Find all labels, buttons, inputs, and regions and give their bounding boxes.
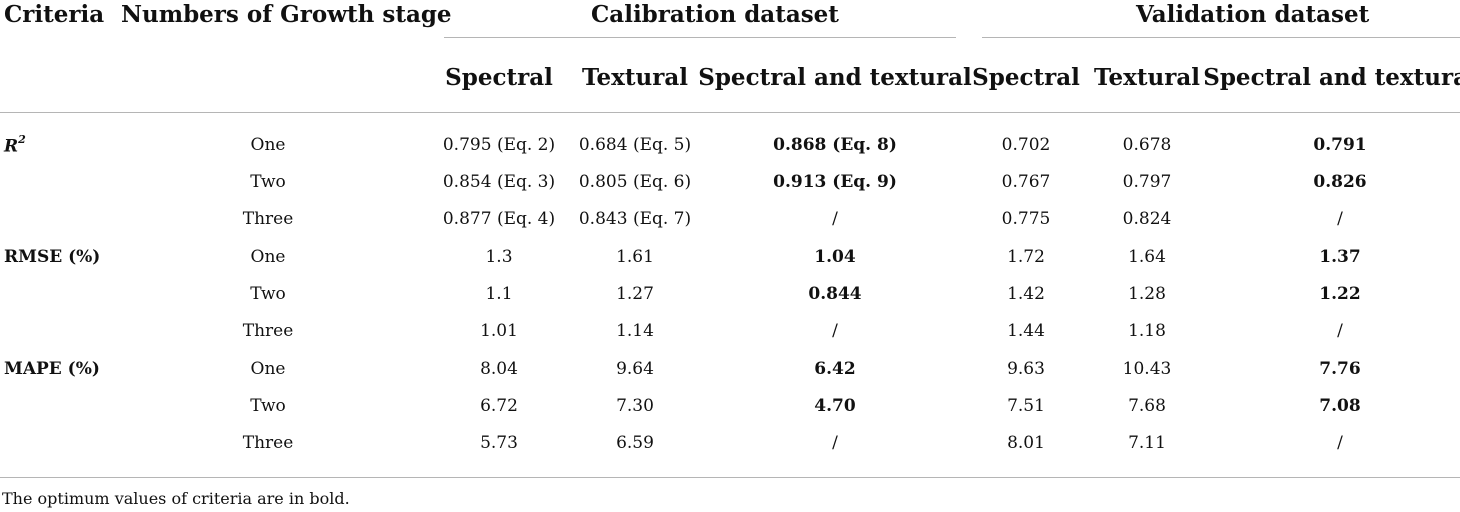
row-6-val-textural: 1.18 [1128, 321, 1166, 341]
row-4-cal-textural: 1.61 [616, 247, 654, 267]
row-5-val-textural: 1.28 [1128, 284, 1166, 304]
header-validation-dataset: Validation dataset [1136, 1, 1370, 28]
row-6-val-spectral-textural: / [1337, 321, 1343, 341]
row-3-cal-textural: 0.843 (Eq. 7) [578, 209, 692, 229]
row-6-cal-spectral: 1.01 [480, 321, 518, 341]
row-8-cal-spectral: 6.72 [480, 396, 518, 416]
row-7-cal-spectral-textural: 6.42 [814, 359, 856, 379]
row-2-stage: Two [250, 172, 286, 192]
row-8-stage: Two [250, 396, 286, 416]
header-criteria: Criteria [4, 1, 105, 28]
row-3-cal-spectral-textural: / [832, 209, 838, 229]
row-9-cal-spectral: 5.73 [480, 433, 518, 453]
header-growth-stage: Numbers of Growth stage [121, 1, 452, 28]
row-4-val-textural: 1.64 [1128, 247, 1166, 267]
subheader-cal-spectral: Spectral [445, 64, 553, 91]
row-2-cal-textural: 0.805 (Eq. 6) [578, 172, 692, 192]
row-1-cal-textural: 0.684 (Eq. 5) [578, 135, 692, 155]
row-4-stage: One [250, 247, 286, 267]
row-1-val-textural: 0.678 [1122, 135, 1172, 155]
header-rule [0, 112, 1460, 113]
validation-group-rule [982, 37, 1460, 38]
row-8-val-spectral: 7.51 [1007, 396, 1045, 416]
row-4-val-spectral: 1.72 [1007, 247, 1045, 267]
row-7-val-textural: 10.43 [1122, 359, 1172, 379]
calibration-group-rule [444, 37, 956, 38]
row-2-val-textural: 0.797 [1122, 172, 1172, 192]
row-6-stage: Three [242, 321, 294, 341]
row-6-val-spectral: 1.44 [1007, 321, 1045, 341]
row-8-cal-textural: 7.30 [616, 396, 654, 416]
criteria-r2: R2 [4, 133, 26, 157]
row-6-cal-spectral-textural: / [832, 321, 838, 341]
row-7-cal-spectral: 8.04 [480, 359, 518, 379]
row-3-stage: Three [242, 209, 294, 229]
row-9-val-textural: 7.11 [1128, 433, 1166, 453]
table-bottom-rule [0, 477, 1460, 478]
table-footnote: The optimum values of criteria are in bo… [2, 489, 350, 508]
row-9-val-spectral-textural: / [1337, 433, 1343, 453]
row-3-val-spectral-textural: / [1337, 209, 1343, 229]
row-8-cal-spectral-textural: 4.70 [814, 396, 856, 416]
row-6-cal-textural: 1.14 [616, 321, 654, 341]
row-1-cal-spectral: 0.795 (Eq. 2) [442, 135, 556, 155]
row-8-val-textural: 7.68 [1128, 396, 1166, 416]
subheader-cal-textural: Textural [582, 64, 688, 91]
row-9-cal-textural: 6.59 [616, 433, 654, 453]
row-3-val-spectral: 0.775 [1001, 209, 1051, 229]
row-5-val-spectral-textural: 1.22 [1319, 284, 1361, 304]
subheader-cal-spectral-textural: Spectral and textural [698, 64, 972, 91]
row-9-val-spectral: 8.01 [1007, 433, 1045, 453]
row-1-cal-spectral-textural: 0.868 (Eq. 8) [773, 135, 897, 155]
row-8-val-spectral-textural: 7.08 [1319, 396, 1361, 416]
row-7-val-spectral-textural: 7.76 [1319, 359, 1361, 379]
row-3-val-textural: 0.824 [1122, 209, 1172, 229]
subheader-val-spectral-textural: Spectral and textural [1203, 64, 1460, 91]
row-2-cal-spectral-textural: 0.913 (Eq. 9) [773, 172, 897, 192]
row-4-val-spectral-textural: 1.37 [1319, 247, 1361, 267]
row-7-stage: One [250, 359, 286, 379]
row-5-cal-textural: 1.27 [616, 284, 654, 304]
header-calibration-dataset: Calibration dataset [591, 1, 839, 28]
row-2-cal-spectral: 0.854 (Eq. 3) [442, 172, 556, 192]
row-1-stage: One [250, 135, 286, 155]
subheader-val-spectral: Spectral [972, 64, 1080, 91]
row-5-cal-spectral-textural: 0.844 [808, 284, 862, 304]
row-7-cal-textural: 9.64 [616, 359, 654, 379]
row-7-val-spectral: 9.63 [1007, 359, 1045, 379]
row-3-cal-spectral: 0.877 (Eq. 4) [442, 209, 556, 229]
row-1-val-spectral-textural: 0.791 [1313, 135, 1367, 155]
criteria-r2-superscript: 2 [18, 133, 26, 146]
row-4-cal-spectral-textural: 1.04 [814, 247, 856, 267]
row-9-cal-spectral-textural: / [832, 433, 838, 453]
criteria-rmse: RMSE (%) [4, 247, 101, 267]
row-1-val-spectral: 0.702 [1001, 135, 1051, 155]
criteria-mape: MAPE (%) [4, 359, 100, 379]
row-5-stage: Two [250, 284, 286, 304]
row-4-cal-spectral: 1.3 [485, 247, 513, 267]
subheader-val-textural: Textural [1094, 64, 1200, 91]
row-5-val-spectral: 1.42 [1007, 284, 1045, 304]
row-2-val-spectral-textural: 0.826 [1313, 172, 1367, 192]
row-9-stage: Three [242, 433, 294, 453]
row-5-cal-spectral: 1.1 [485, 284, 513, 304]
row-2-val-spectral: 0.767 [1001, 172, 1051, 192]
criteria-r2-text: R [4, 136, 19, 157]
